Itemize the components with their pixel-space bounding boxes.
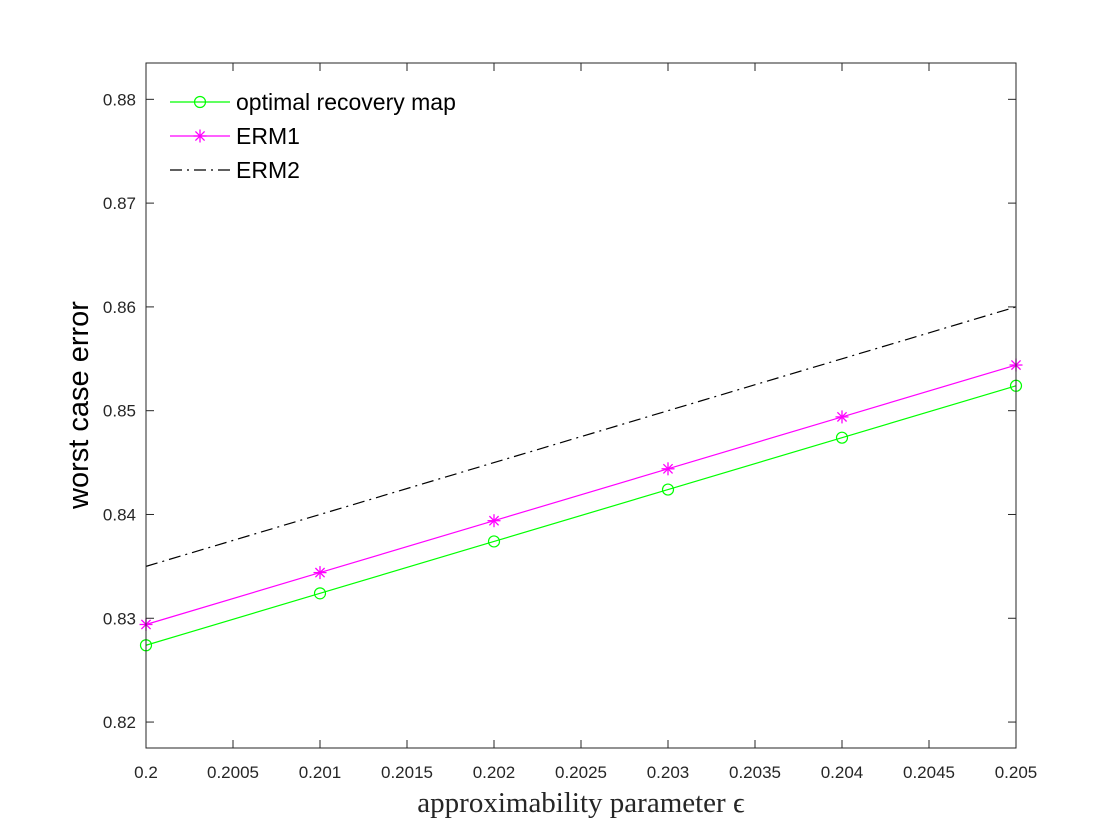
ticks-layer: 0.2 0.2005 0.201 0.2015 0.202 0.2025 0.203 0.20… [103, 63, 1037, 782]
data-point [487, 535, 501, 548]
legend-label: ERM2 [236, 157, 300, 183]
plot-area [146, 63, 1016, 748]
series-line [145, 364, 1017, 626]
data-point [487, 514, 501, 528]
x-tick-label: 0.2015 [381, 763, 433, 782]
x-tick-label: 0.203 [647, 763, 690, 782]
data-point [835, 431, 849, 444]
asterisk-stroke [314, 567, 326, 578]
legend-item: ERM1 [170, 123, 300, 149]
y-tick-label: 0.84 [103, 505, 136, 524]
asterisk-stroke [194, 130, 206, 142]
y-tick-label: 0.87 [103, 194, 136, 213]
legend-marker [193, 95, 207, 109]
asterisk-stroke [662, 463, 674, 474]
y-tick-label: 0.86 [103, 298, 136, 317]
legend-marker [193, 129, 207, 143]
series-line [145, 385, 1017, 646]
data-point [313, 587, 327, 600]
y-axis-label: worst case error [63, 301, 95, 510]
data-point [313, 566, 327, 580]
asterisk-stroke [836, 411, 848, 422]
legend-label: optimal recovery map [236, 89, 456, 115]
x-tick-label: 0.2005 [207, 763, 259, 782]
legend-item: ERM2 [170, 157, 300, 183]
x-tick-label: 0.2035 [729, 763, 781, 782]
asterisk-stroke [488, 515, 500, 526]
series-line [145, 306, 1017, 567]
x-axis-label: approximability parameter ϵ [417, 787, 745, 819]
y-tick-label: 0.85 [103, 402, 136, 421]
data-point [661, 462, 675, 476]
legend: optimal recovery map ERM1 ERM2 [170, 89, 456, 183]
x-tick-label: 0.205 [995, 763, 1038, 782]
data-point [661, 483, 675, 496]
legend-item: optimal recovery map [170, 89, 456, 115]
y-tick-label: 0.82 [103, 713, 136, 732]
series-3 [145, 306, 1017, 567]
x-tick-label: 0.2025 [555, 763, 607, 782]
x-tick-label: 0.2045 [903, 763, 955, 782]
y-tick-label: 0.83 [103, 609, 136, 628]
data-point [835, 410, 849, 424]
x-tick-label: 0.2 [134, 763, 158, 782]
x-tick-label: 0.204 [821, 763, 864, 782]
legend-label: ERM1 [236, 123, 300, 149]
x-tick-label: 0.201 [299, 763, 342, 782]
y-tick-label: 0.88 [103, 90, 136, 109]
x-tick-label: 0.202 [473, 763, 516, 782]
